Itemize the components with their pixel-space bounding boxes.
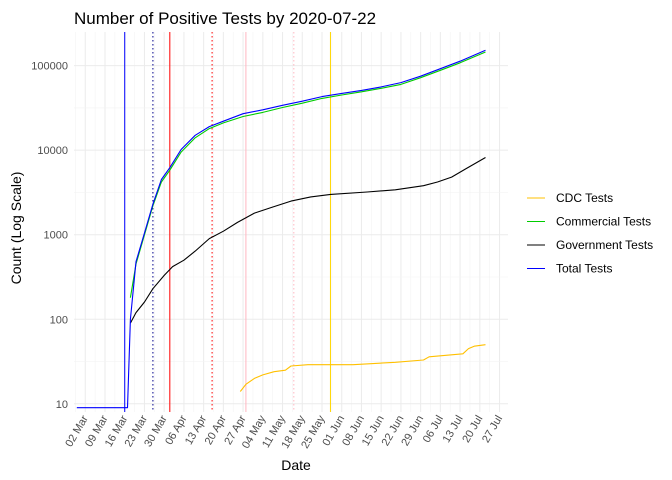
legend-label: CDC Tests: [556, 191, 613, 205]
series-lines: [76, 49, 486, 409]
y-tick-label: 10: [56, 399, 68, 411]
legend-label: Total Tests: [556, 262, 612, 276]
legend: CDC Tests Commercial Tests Government Test…: [527, 191, 653, 276]
series-line-government-tests: [129, 157, 486, 324]
x-tick-label: 27 Jul: [480, 413, 505, 444]
y-tick-label: 100000: [31, 61, 68, 73]
y-axis-ticks: 10 100 1000 10000 100000: [31, 61, 68, 411]
series-line-cdc-tests: [239, 344, 486, 392]
y-tick-label: 1000: [44, 230, 68, 242]
series-line-total-tests: [76, 49, 486, 409]
legend-label: Commercial Tests: [556, 215, 651, 229]
y-axis-title: Count (Log Scale): [8, 172, 24, 285]
x-axis-title: Date: [281, 457, 311, 473]
series-line-commercial-tests: [129, 51, 486, 298]
y-tick-label: 10000: [37, 145, 68, 157]
reference-lines: [124, 32, 331, 412]
y-tick-label: 100: [50, 314, 68, 326]
grid: [74, 32, 508, 412]
legend-label: Government Tests: [556, 238, 653, 252]
chart-title: Number of Positive Tests by 2020-07-22: [74, 9, 376, 28]
